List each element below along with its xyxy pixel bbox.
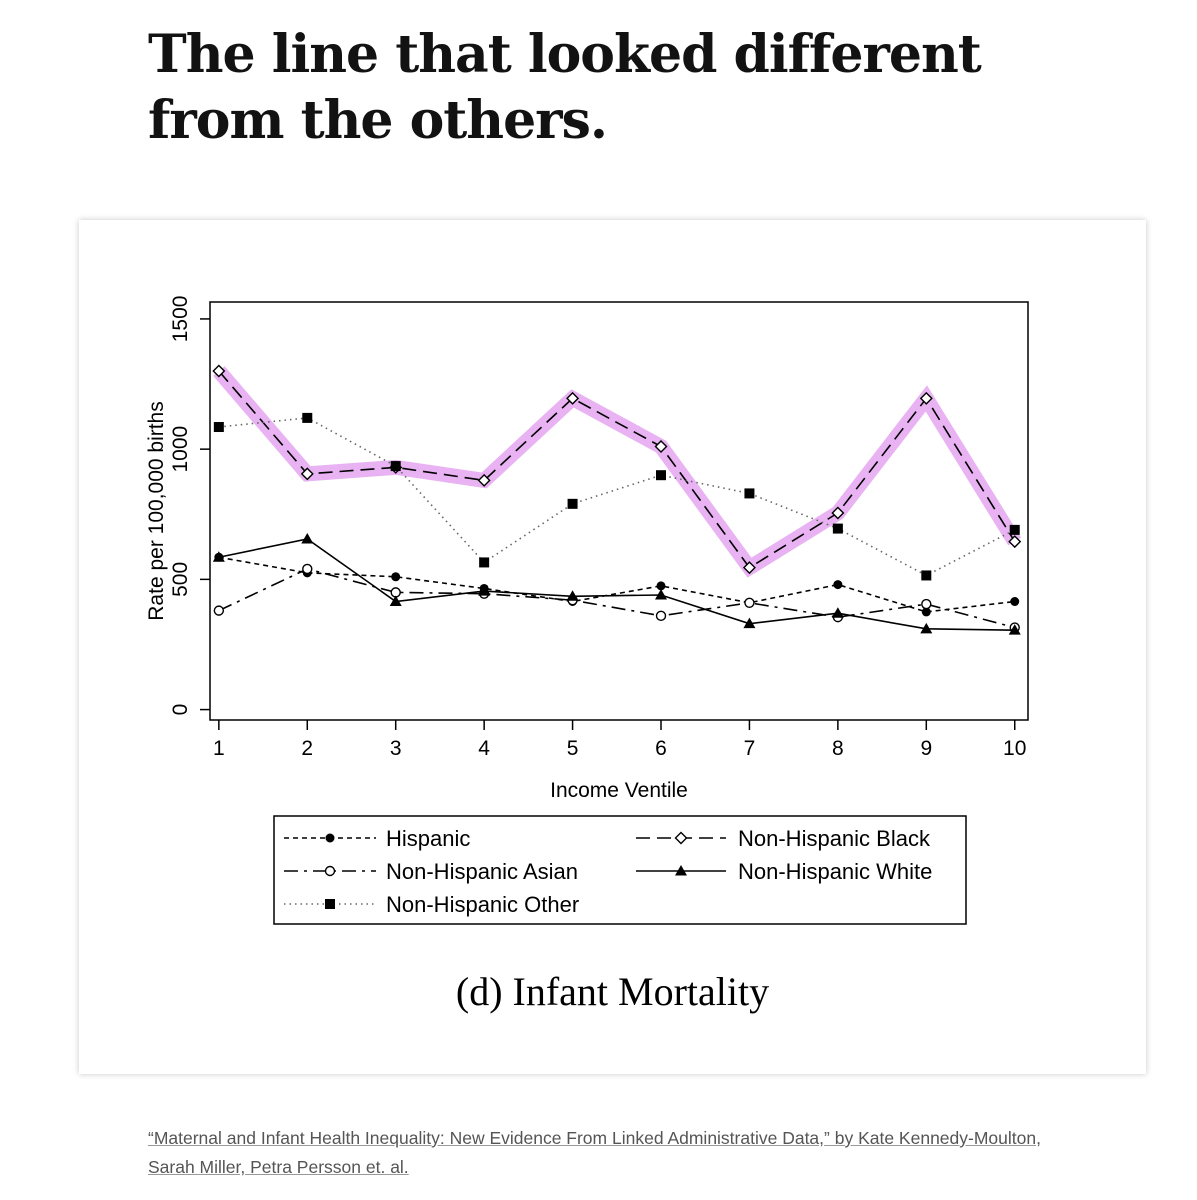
data-point-non-hispanic-black: [654, 440, 668, 454]
legend-marker-hispanic: [325, 833, 335, 843]
legend-marker-non-hispanic-black: [674, 831, 688, 845]
x-axis-title: Income Ventile: [550, 779, 688, 802]
y-tick-label: 500: [169, 562, 192, 597]
data-point-non-hispanic-black: [742, 561, 756, 575]
x-tick-label: 10: [1003, 737, 1026, 760]
legend-label-non-hispanic-white: Non-Hispanic White: [738, 859, 932, 884]
data-point-non-hispanic-black: [212, 364, 226, 378]
data-point-non-hispanic-black: [1008, 535, 1022, 549]
data-point-non-hispanic-black: [566, 391, 580, 405]
legend-marker-non-hispanic-other: [325, 899, 335, 909]
data-point-non-hispanic-white: [743, 617, 756, 629]
x-tick-label: 6: [655, 737, 667, 760]
y-tick-label: 1500: [169, 296, 192, 343]
infant-mortality-chart: 1 2 3 4 5 6 7 8 9 10 0 500 1000 1500 Income Ventile Rat…: [145, 296, 1029, 925]
data-point-non-hispanic-black: [831, 506, 845, 520]
data-point-non-hispanic-other: [302, 412, 313, 423]
x-tick-label: 3: [390, 737, 402, 760]
x-tick-label: 1: [213, 737, 225, 760]
data-point-non-hispanic-white: [831, 607, 844, 618]
axes: 1 2 3 4 5 6 7 8 9 10 0 500 1000 1500 Income Ventile Rat…: [145, 296, 1029, 802]
data-point-non-hispanic-other: [1009, 524, 1020, 535]
data-point-non-hispanic-asian: [655, 610, 667, 622]
data-point-non-hispanic-asian: [213, 605, 225, 616]
y-tick-label: 1000: [169, 426, 192, 473]
data-point-non-hispanic-white: [920, 622, 933, 634]
data-point-non-hispanic-other: [744, 488, 755, 499]
series-line-non-hispanic-asian: [218, 568, 1015, 629]
y-axis-title: Rate per 100,000 births: [145, 401, 168, 620]
data-point-hispanic: [1010, 597, 1020, 607]
data-point-hispanic: [921, 607, 931, 617]
data-point-non-hispanic-black: [300, 467, 314, 481]
figure-caption: (d) Infant Mortality: [455, 969, 770, 1014]
series-line-hispanic: [218, 556, 1015, 613]
data-point-non-hispanic-other: [479, 557, 490, 568]
legend-label-non-hispanic-asian: Non-Hispanic Asian: [386, 859, 578, 884]
data-point-non-hispanic-asian: [744, 597, 755, 609]
data-point-non-hispanic-white: [389, 595, 402, 607]
y-tick-label: 0: [169, 704, 192, 716]
legend-marker-non-hispanic-asian: [324, 865, 336, 877]
legend-marker-non-hispanic-white: [675, 865, 687, 876]
x-tick-label: 8: [832, 737, 844, 760]
x-tick-label: 7: [744, 737, 756, 760]
data-point-non-hispanic-other: [213, 422, 224, 433]
headline: The line that looked different from the …: [148, 24, 982, 151]
x-tick-label: 9: [920, 737, 932, 760]
highlight-band: [213, 366, 1022, 578]
data-point-non-hispanic-black: [477, 473, 491, 487]
plot-area: [212, 364, 1022, 635]
source-link[interactable]: “Maternal and Infant Health Inequality: …: [148, 1128, 1041, 1177]
data-point-hispanic: [391, 572, 401, 582]
legend-label-hispanic: Hispanic: [386, 826, 470, 851]
x-tick-label: 2: [301, 737, 313, 760]
data-point-non-hispanic-other: [921, 570, 932, 581]
series-line-non-hispanic-black: [218, 370, 1016, 569]
legend-label-non-hispanic-black: Non-Hispanic Black: [738, 826, 931, 851]
data-point-hispanic: [833, 580, 843, 590]
plot-frame: [209, 301, 1029, 721]
data-point-non-hispanic-other: [656, 470, 667, 481]
data-point-non-hispanic-asian: [921, 598, 932, 610]
data-point-non-hispanic-other: [567, 498, 578, 509]
x-tick-label: 4: [478, 737, 490, 760]
data-point-non-hispanic-other: [832, 523, 843, 534]
legend-box: [273, 815, 967, 925]
x-tick-label: 5: [567, 737, 579, 760]
data-point-non-hispanic-other: [390, 461, 401, 472]
data-point-non-hispanic-black: [919, 391, 933, 405]
data-point-non-hispanic-white: [212, 551, 225, 562]
series-line-non-hispanic-other: [218, 417, 1016, 577]
data-point-non-hispanic-white: [655, 588, 668, 600]
legend-label-non-hispanic-other: Non-Hispanic Other: [386, 892, 579, 917]
series-line-non-hispanic-white: [218, 538, 1015, 631]
legend: Hispanic Non-Hispanic Black Non-Hispanic A…: [273, 815, 967, 925]
data-point-non-hispanic-white: [301, 532, 314, 544]
data-point-non-hispanic-asian: [302, 563, 313, 575]
data-point-non-hispanic-white: [1008, 624, 1021, 635]
data-point-non-hispanic-white: [478, 585, 491, 596]
figure-card: 1 2 3 4 5 6 7 8 9 10 0 500 1000 1500 Income Ventile Rat…: [79, 220, 1146, 1074]
data-point-non-hispanic-white: [566, 590, 579, 601]
data-point-hispanic: [656, 581, 666, 591]
